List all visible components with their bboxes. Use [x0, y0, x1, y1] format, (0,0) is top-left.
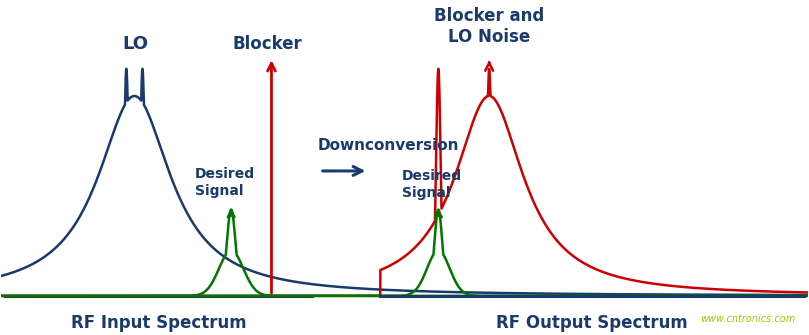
Text: Blocker and
LO Noise: Blocker and LO Noise — [434, 7, 544, 46]
Text: RF Input Spectrum: RF Input Spectrum — [71, 314, 247, 332]
Text: www.cntronics.com: www.cntronics.com — [701, 314, 795, 324]
Text: Desired
Signal: Desired Signal — [402, 169, 462, 200]
Text: Blocker: Blocker — [232, 35, 303, 53]
Text: Desired
Signal: Desired Signal — [195, 167, 255, 198]
Text: LO: LO — [122, 35, 148, 53]
Text: RF Output Spectrum: RF Output Spectrum — [496, 314, 688, 332]
Text: Downconversion: Downconversion — [317, 138, 459, 153]
